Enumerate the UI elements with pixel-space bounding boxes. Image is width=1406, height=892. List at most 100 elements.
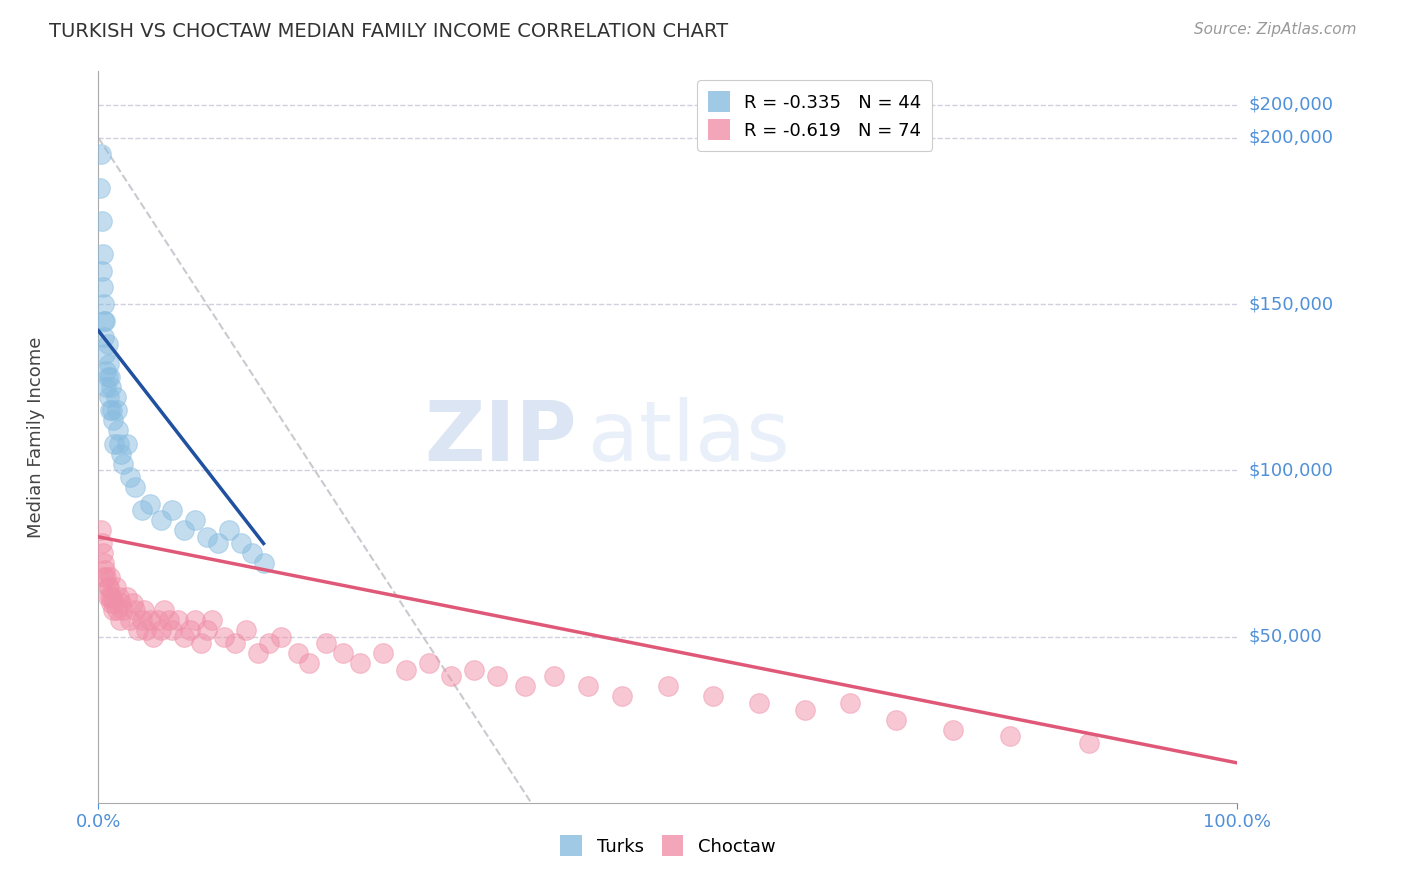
Point	[94, 563, 117, 577]
Point	[246, 646, 269, 660]
Point	[127, 623, 149, 637]
Point	[96, 363, 118, 377]
Point	[224, 636, 246, 650]
Point	[515, 680, 537, 694]
Point	[121, 596, 143, 610]
Point	[124, 603, 146, 617]
Point	[138, 497, 160, 511]
Point	[98, 570, 121, 584]
Point	[190, 636, 212, 650]
Text: $50,000: $50,000	[1249, 628, 1322, 646]
Point	[173, 523, 195, 537]
Point	[576, 680, 599, 694]
Point	[124, 480, 146, 494]
Point	[212, 630, 235, 644]
Point	[107, 424, 129, 438]
Point	[94, 314, 117, 328]
Point	[100, 596, 122, 610]
Point	[108, 436, 131, 450]
Point	[207, 536, 229, 550]
Point	[942, 723, 965, 737]
Point	[252, 557, 274, 571]
Point	[90, 147, 112, 161]
Point	[98, 370, 121, 384]
Point	[91, 546, 114, 560]
Text: ZIP: ZIP	[425, 397, 576, 477]
Point	[120, 470, 142, 484]
Point	[91, 280, 114, 294]
Point	[349, 656, 371, 670]
Point	[131, 613, 153, 627]
Text: $200,000: $200,000	[1249, 95, 1333, 113]
Point	[104, 580, 127, 594]
Point	[115, 590, 138, 604]
Point	[120, 613, 142, 627]
Text: $200,000: $200,000	[1249, 128, 1333, 147]
Point	[97, 390, 120, 404]
Point	[110, 596, 132, 610]
Text: TURKISH VS CHOCTAW MEDIAN FAMILY INCOME CORRELATION CHART: TURKISH VS CHOCTAW MEDIAN FAMILY INCOME …	[49, 22, 728, 41]
Point	[98, 590, 121, 604]
Point	[103, 603, 125, 617]
Text: $150,000: $150,000	[1249, 295, 1333, 313]
Point	[93, 330, 115, 344]
Point	[612, 690, 634, 704]
Point	[287, 646, 309, 660]
Point	[96, 590, 118, 604]
Point	[93, 570, 115, 584]
Point	[1078, 736, 1101, 750]
Point	[839, 696, 862, 710]
Point	[298, 656, 321, 670]
Point	[103, 596, 125, 610]
Point	[184, 513, 207, 527]
Point	[195, 530, 218, 544]
Point	[657, 680, 679, 694]
Point	[315, 636, 337, 650]
Point	[167, 613, 190, 627]
Point	[90, 523, 112, 537]
Text: $100,000: $100,000	[1249, 461, 1333, 479]
Point	[371, 646, 394, 660]
Point	[97, 357, 120, 371]
Point	[142, 630, 165, 644]
Point	[162, 503, 184, 517]
Point	[104, 390, 127, 404]
Point	[89, 180, 111, 194]
Point	[463, 663, 485, 677]
Point	[270, 630, 292, 644]
Text: Median Family Income: Median Family Income	[27, 336, 45, 538]
Point	[793, 703, 815, 717]
Point	[486, 669, 509, 683]
Point	[90, 214, 112, 228]
Point	[418, 656, 440, 670]
Point	[235, 623, 257, 637]
Point	[105, 403, 128, 417]
Point	[184, 613, 207, 627]
Point	[884, 713, 907, 727]
Point	[96, 370, 118, 384]
Point	[90, 536, 112, 550]
Point	[93, 297, 115, 311]
Point	[105, 603, 128, 617]
Point	[103, 436, 125, 450]
Point	[702, 690, 724, 704]
Point	[96, 337, 118, 351]
Legend: Turks, Choctaw: Turks, Choctaw	[550, 824, 786, 867]
Point	[229, 536, 252, 550]
Point	[440, 669, 463, 683]
Point	[96, 580, 118, 594]
Point	[97, 580, 120, 594]
Point	[157, 613, 180, 627]
Point	[748, 696, 770, 710]
Point	[138, 613, 160, 627]
Text: Source: ZipAtlas.com: Source: ZipAtlas.com	[1194, 22, 1357, 37]
Text: atlas: atlas	[588, 397, 790, 477]
Point	[108, 613, 131, 627]
Point	[101, 403, 124, 417]
Point	[332, 646, 354, 660]
Point	[543, 669, 565, 683]
Point	[94, 347, 117, 361]
Point	[96, 570, 118, 584]
Point	[103, 413, 125, 427]
Point	[91, 247, 114, 261]
